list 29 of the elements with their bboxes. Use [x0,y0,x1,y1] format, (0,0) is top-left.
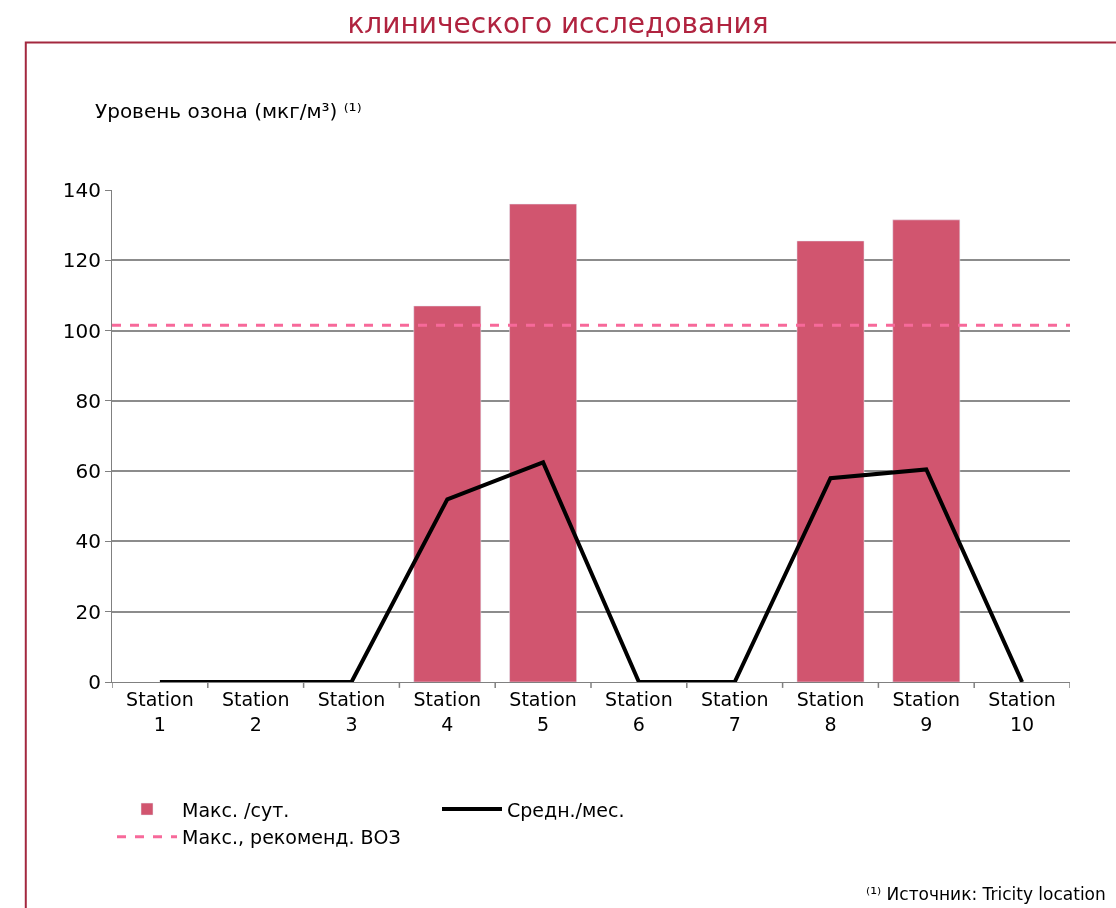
x-tick-label: Station 8 [796,687,865,735]
y-tick-label: 60 [75,459,101,484]
bar [413,305,482,682]
y-tick-label: 100 [62,318,101,343]
y-axis-title: Уровень озона (мкг/м³) ⁽¹⁾ [95,99,362,123]
y-tick-label: 80 [75,388,101,413]
chart-title: клинического исследования [347,7,769,41]
legend-label: Средн./мес. [507,798,625,821]
text: ⁽¹⁾ Источник: Tricity location [866,884,1106,904]
x-tick-label: Station 5 [509,687,577,735]
x-tick-label: Station 4 [413,687,482,735]
y-tick-label: 0 [88,670,101,694]
y-tick-label: 40 [75,529,101,554]
y-tick-label: 20 [75,599,101,624]
y-tick-label: 140 [62,178,101,202]
legend-label: Макс. /сут. [182,798,290,821]
bar [892,219,961,682]
bar [509,203,577,682]
x-tick-label: Station 7 [700,687,769,735]
x-tick-label: Station 1 [126,687,194,735]
x-tick-label: Station 2 [221,687,290,735]
x-tick-label: Station 9 [892,687,961,735]
y-tick-label: 120 [62,248,101,273]
x-tick-label: Station 10 [988,687,1056,735]
bar [796,240,865,682]
legend-label: Макс., рекоменд. ВОЗ [182,826,401,849]
x-tick-label: Station 6 [605,687,673,735]
x-tick-label: Station 3 [317,687,386,735]
line-series [157,460,1025,682]
